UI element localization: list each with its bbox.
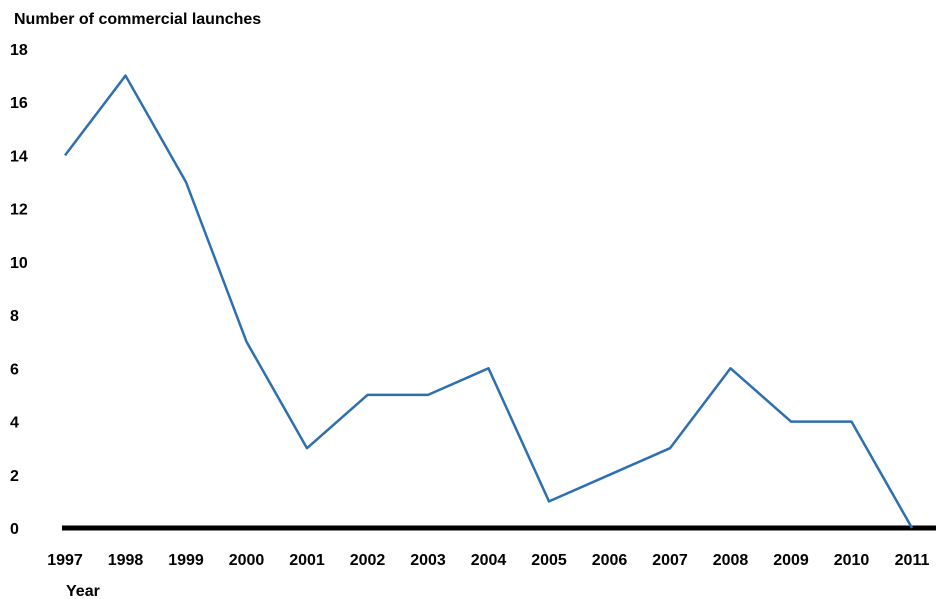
y-tick-label: 6 [10, 361, 19, 378]
y-tick-label: 12 [10, 202, 28, 219]
y-tick-label: 4 [10, 415, 19, 432]
x-tick-labels: 1997 1998 1999 2000 2001 2002 2003 2004 2005 2006… [47, 552, 929, 569]
series-line [64, 74, 914, 529]
y-tick-label: 18 [10, 42, 28, 59]
x-tick-label: 2007 [652, 552, 688, 569]
x-tick-label: 2005 [531, 552, 567, 569]
x-tick-label: 2010 [834, 552, 870, 569]
y-tick-labels: 0 2 4 6 8 10 12 14 16 18 [10, 42, 28, 538]
x-tick-label: 2000 [229, 552, 265, 569]
x-tick-label: 1999 [168, 552, 204, 569]
y-tick-label: 10 [10, 255, 28, 272]
x-tick-label: 2001 [289, 552, 325, 569]
x-tick-label: 2004 [471, 552, 507, 569]
x-tick-label: 2002 [350, 552, 386, 569]
y-axis-title: Number of commercial launches [14, 11, 261, 28]
x-tick-label: 2009 [773, 552, 809, 569]
x-tick-label: 2011 [895, 552, 930, 569]
x-axis-title: Year [66, 583, 100, 599]
x-tick-label: 2008 [713, 552, 749, 569]
x-tick-label: 2003 [410, 552, 446, 569]
x-tick-label: 1998 [108, 552, 144, 569]
y-tick-label: 2 [10, 468, 19, 485]
x-tick-label: 2006 [592, 552, 628, 569]
x-tick-label: 1997 [47, 552, 83, 569]
y-tick-label: 16 [10, 95, 28, 112]
y-tick-label: 0 [10, 521, 19, 538]
y-tick-label: 14 [10, 148, 28, 165]
y-tick-label: 8 [10, 308, 19, 325]
